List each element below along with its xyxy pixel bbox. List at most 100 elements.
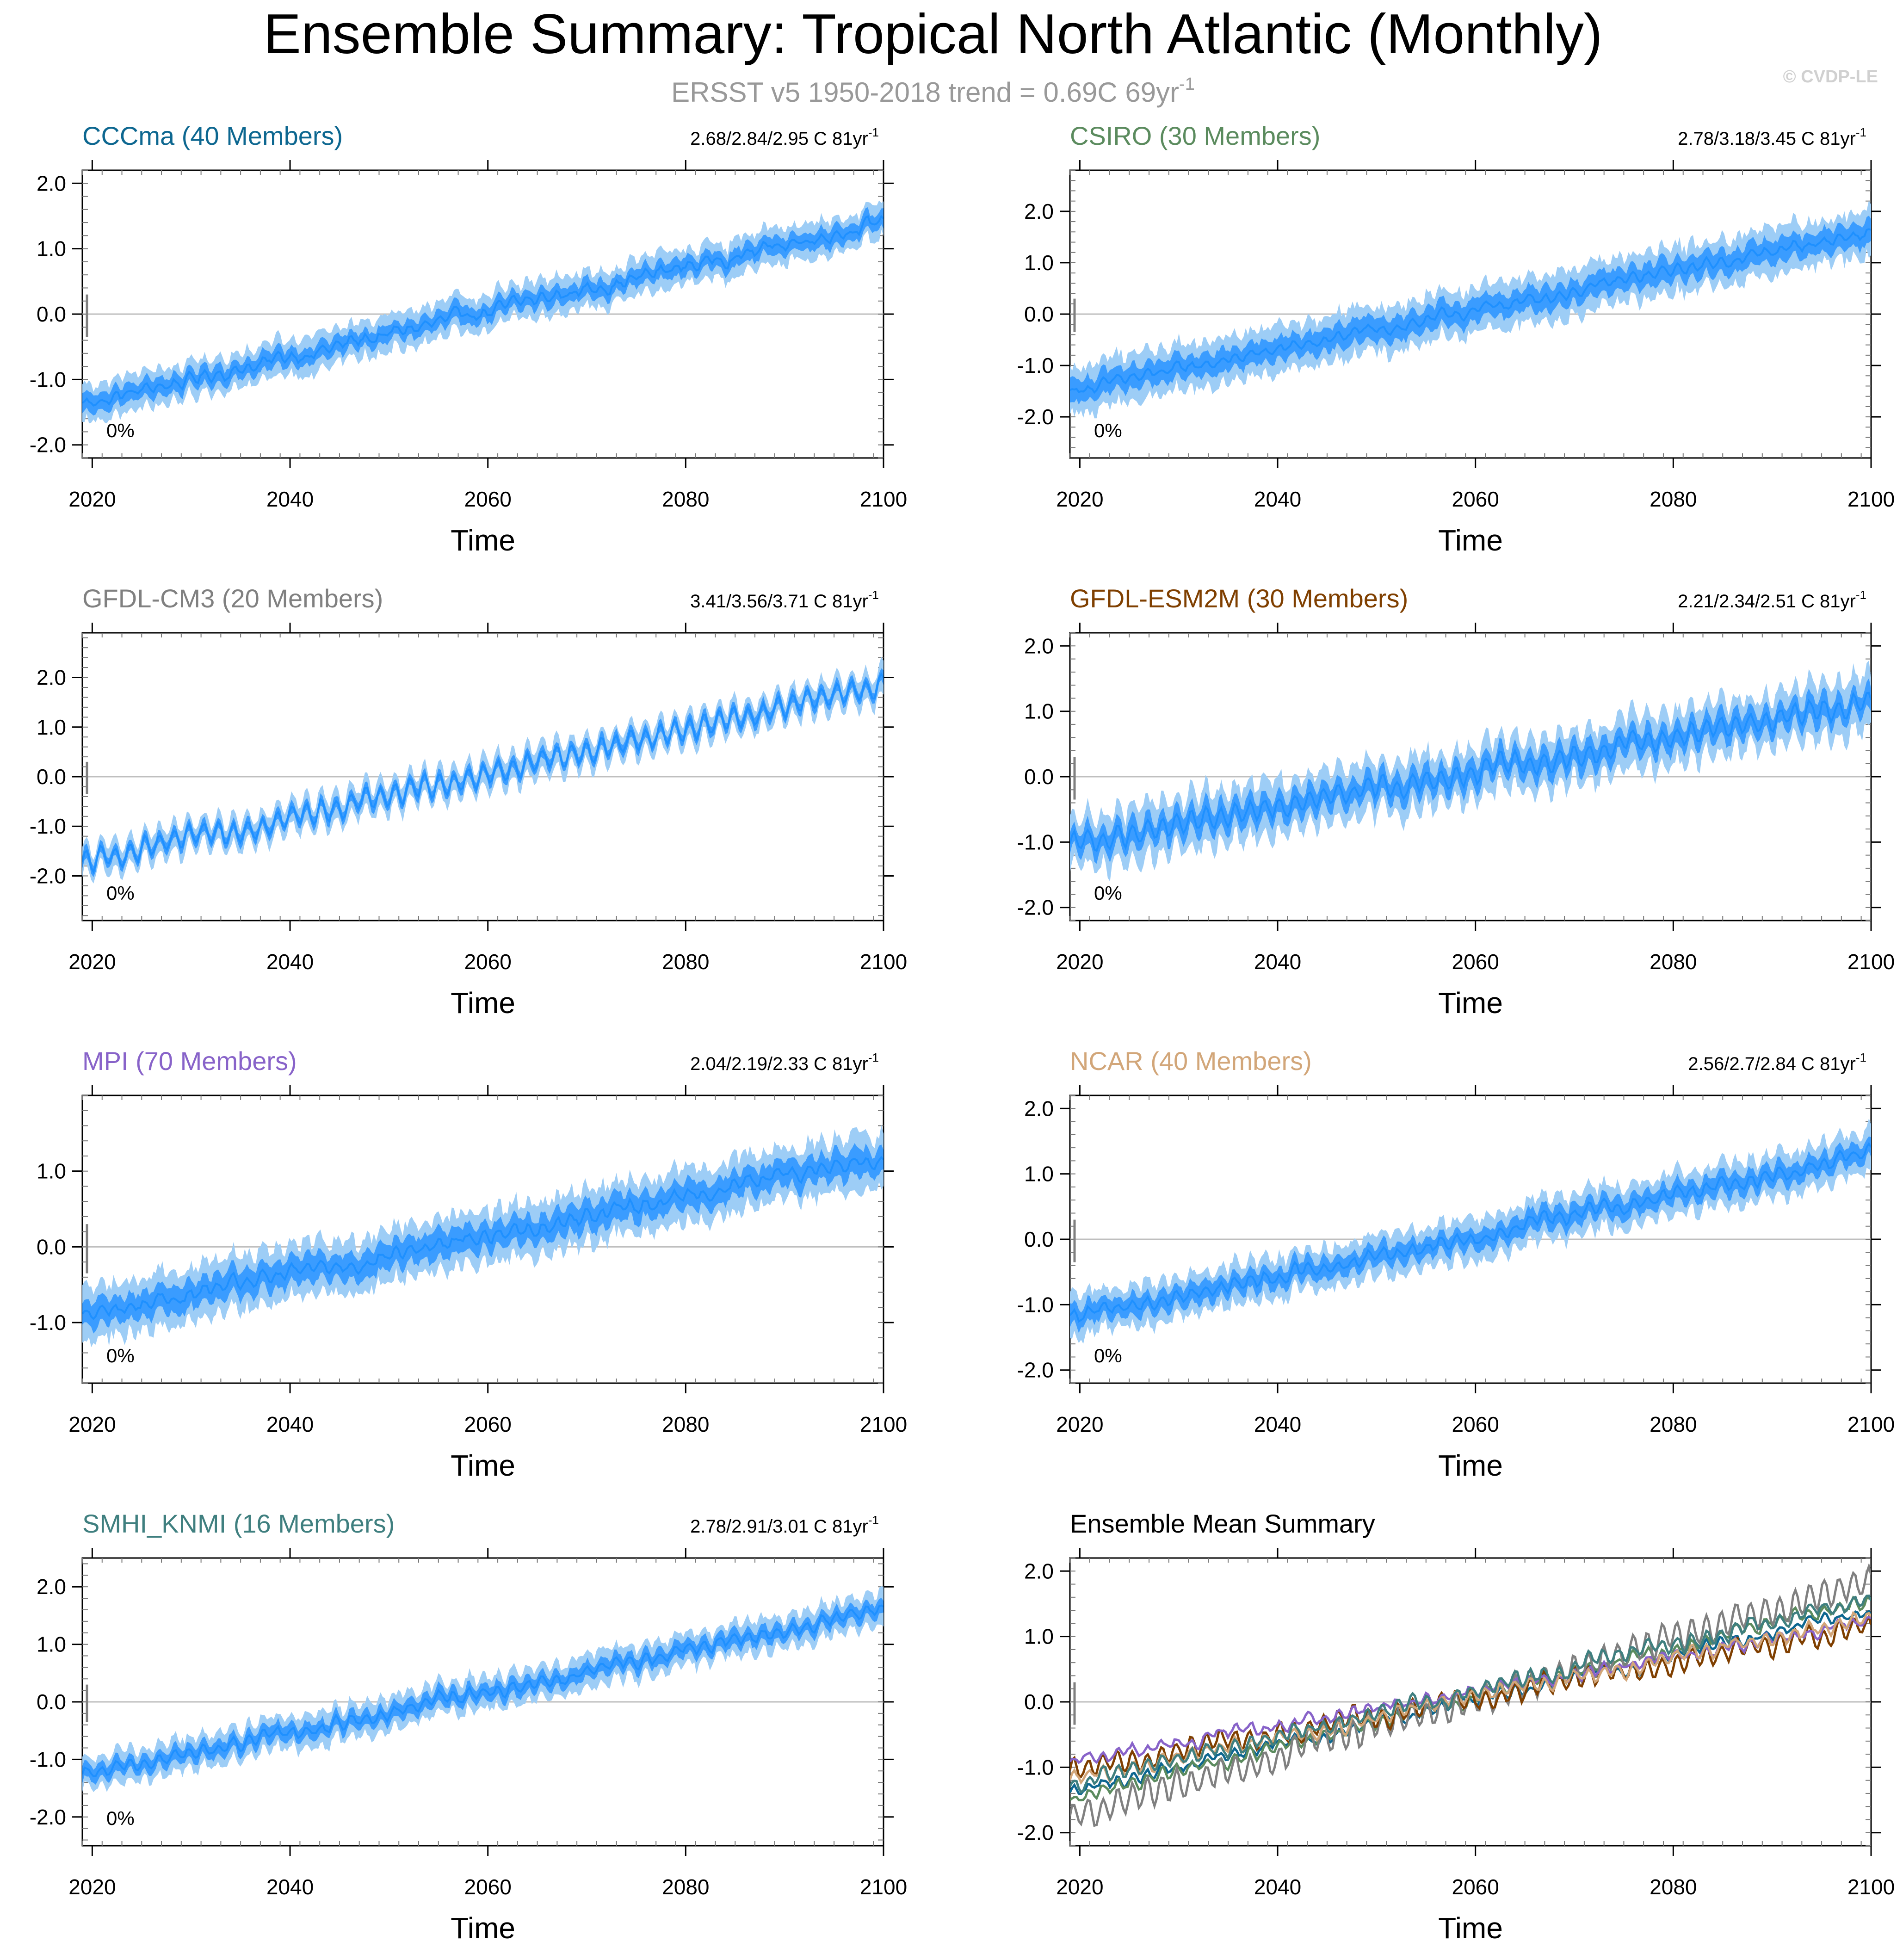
percent-label: 0% — [106, 1807, 135, 1829]
y-tick-label: 0.0 — [37, 765, 66, 789]
x-tick-label: 2080 — [1650, 487, 1697, 511]
ensemble-inner-range — [1070, 678, 1871, 864]
trend-label: 2.78/3.18/3.45 C 81yr-1 — [1678, 125, 1866, 149]
ensemble-mean-line — [1070, 228, 1871, 394]
trend-unit-superscript: -1 — [868, 588, 879, 602]
y-tick-label: -2.0 — [30, 1805, 66, 1829]
x-tick-label: 2020 — [68, 950, 116, 974]
x-tick-label: 2080 — [662, 1412, 709, 1436]
y-tick-label: -2.0 — [1017, 1358, 1054, 1382]
trend-values: 2.56/2.7/2.84 — [1688, 1054, 1796, 1074]
y-tick-label: 1.0 — [1024, 1625, 1054, 1649]
y-tick-label: -1.0 — [30, 1311, 66, 1335]
percent-label: 0% — [1094, 1345, 1122, 1366]
chart-panel: GFDL-ESM2M (30 Members) 2.21/2.34/2.51 C … — [1017, 584, 1895, 1020]
x-tick-label: 2080 — [662, 487, 709, 511]
panel-title: CSIRO (30 Members) — [1070, 121, 1320, 150]
x-tick-label: 2060 — [1452, 487, 1499, 511]
x-tick-label: 2060 — [1452, 1412, 1499, 1436]
x-tick-label: 2080 — [1650, 1875, 1697, 1899]
x-tick-label: 2100 — [860, 1412, 907, 1436]
ensemble-mean-line — [82, 672, 884, 874]
subtitle-text: ERSST v5 1950-2018 trend = 0.69C 69yr — [671, 77, 1179, 108]
chart-panel: SMHI_KNMI (16 Members) 2.78/2.91/3.01 C 8… — [30, 1509, 907, 1945]
x-tick-label: 2040 — [1254, 950, 1301, 974]
x-tick-label: 2040 — [266, 950, 314, 974]
x-tick-label: 2020 — [68, 487, 116, 511]
percent-label: 0% — [1094, 420, 1122, 441]
x-tick-label: 2040 — [266, 487, 314, 511]
y-tick-label: 0.0 — [1024, 302, 1054, 326]
trend-unit: C 81yr — [809, 1516, 868, 1537]
trend-unit: C 81yr — [809, 591, 868, 612]
x-axis-title: Time — [1438, 986, 1503, 1020]
panel-title: MPI (70 Members) — [82, 1046, 297, 1076]
x-tick-label: 2100 — [860, 950, 907, 974]
x-tick-label: 2060 — [464, 487, 512, 511]
figure-title: Ensemble Summary: Tropical North Atlanti… — [263, 2, 1602, 65]
x-tick-label: 2020 — [1056, 1412, 1103, 1436]
trend-unit: C 81yr — [809, 1054, 868, 1074]
y-tick-label: 2.0 — [1024, 634, 1054, 658]
y-tick-label: 0.0 — [37, 302, 66, 326]
x-tick-label: 2080 — [1650, 1412, 1697, 1436]
panel-title: SMHI_KNMI (16 Members) — [82, 1509, 395, 1538]
x-tick-label: 2080 — [662, 950, 709, 974]
x-tick-label: 2060 — [464, 1875, 512, 1899]
y-tick-label: 0.0 — [37, 1235, 66, 1259]
x-tick-label: 2040 — [1254, 1875, 1301, 1899]
chart-panel: Ensemble Mean Summary -2.0 -1.0 0.0 1.0 2.0 20… — [1017, 1509, 1895, 1945]
ensemble-mean-line — [1070, 1142, 1871, 1323]
trend-unit-superscript: -1 — [868, 125, 879, 139]
ensemble-mean-line — [1070, 691, 1871, 852]
y-tick-label: -1.0 — [1017, 1755, 1054, 1779]
y-tick-label: 1.0 — [1024, 699, 1054, 723]
subtitle-superscript: -1 — [1179, 74, 1195, 94]
trend-unit-superscript: -1 — [1856, 588, 1866, 602]
x-tick-label: 2100 — [860, 487, 907, 511]
panel-title: GFDL-ESM2M (30 Members) — [1070, 584, 1408, 613]
y-tick-label: 0.0 — [1024, 1227, 1054, 1251]
chart-panel: GFDL-CM3 (20 Members) 3.41/3.56/3.71 C 81… — [30, 584, 907, 1020]
x-tick-label: 2040 — [1254, 487, 1301, 511]
x-tick-label: 2100 — [860, 1875, 907, 1899]
x-axis-title: Time — [1438, 1449, 1503, 1482]
trend-unit: C 81yr — [1796, 129, 1856, 149]
series-line-gfdl-esm2m — [1070, 1614, 1871, 1778]
trend-label: 2.68/2.84/2.95 C 81yr-1 — [690, 125, 879, 149]
y-tick-label: 2.0 — [1024, 1559, 1054, 1583]
trend-unit-superscript: -1 — [868, 1513, 879, 1527]
y-tick-label: -1.0 — [30, 814, 66, 838]
trend-unit-superscript: -1 — [1856, 125, 1866, 139]
percent-label: 0% — [106, 882, 135, 904]
chart-panel: NCAR (40 Members) 2.56/2.7/2.84 C 81yr-1-… — [1017, 1046, 1895, 1482]
y-tick-label: 1.0 — [37, 237, 66, 261]
y-tick-label: -2.0 — [30, 864, 66, 888]
y-tick-label: -2.0 — [1017, 405, 1054, 429]
x-tick-label: 2020 — [68, 1412, 116, 1436]
trend-values: 2.21/2.34/2.51 — [1678, 591, 1796, 612]
y-tick-label: -1.0 — [1017, 353, 1054, 377]
ensemble-inner-range — [82, 1143, 884, 1334]
percent-label: 0% — [106, 1345, 135, 1366]
x-tick-label: 2080 — [1650, 950, 1697, 974]
x-tick-label: 2040 — [266, 1875, 314, 1899]
y-tick-label: 2.0 — [37, 666, 66, 690]
y-tick-label: -1.0 — [30, 367, 66, 391]
y-tick-label: -1.0 — [30, 1747, 66, 1771]
trend-values: 2.04/2.19/2.33 — [690, 1054, 809, 1074]
y-tick-label: 0.0 — [1024, 765, 1054, 789]
y-tick-label: -1.0 — [1017, 830, 1054, 854]
y-tick-label: 2.0 — [37, 1575, 66, 1599]
y-tick-label: 1.0 — [37, 1632, 66, 1657]
percent-label: 0% — [106, 420, 135, 441]
x-tick-label: 2080 — [662, 1875, 709, 1899]
series-line-smhi-knmi — [1070, 1594, 1871, 1794]
trend-label: 2.04/2.19/2.33 C 81yr-1 — [690, 1051, 879, 1074]
ensemble-mean-line — [82, 1604, 884, 1777]
x-axis-title: Time — [451, 1911, 515, 1945]
x-tick-label: 2020 — [1056, 1875, 1103, 1899]
trend-label: 2.78/2.91/3.01 C 81yr-1 — [690, 1513, 879, 1537]
panel-title: GFDL-CM3 (20 Members) — [82, 584, 383, 613]
